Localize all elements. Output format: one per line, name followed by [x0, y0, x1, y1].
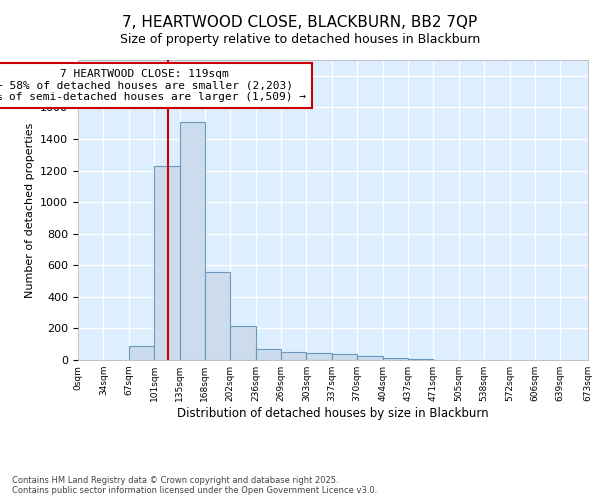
Text: Contains HM Land Registry data © Crown copyright and database right 2025.
Contai: Contains HM Land Registry data © Crown c… — [12, 476, 377, 495]
Bar — [281, 352, 307, 360]
Text: Size of property relative to detached houses in Blackburn: Size of property relative to detached ho… — [120, 32, 480, 46]
Bar — [179, 122, 205, 360]
Bar — [307, 353, 332, 360]
Bar — [357, 356, 383, 360]
Text: 7 HEARTWOOD CLOSE: 119sqm
← 58% of detached houses are smaller (2,203)
40% of se: 7 HEARTWOOD CLOSE: 119sqm ← 58% of detac… — [0, 69, 307, 102]
X-axis label: Distribution of detached houses by size in Blackburn: Distribution of detached houses by size … — [177, 407, 489, 420]
Bar — [205, 272, 230, 360]
Bar — [408, 359, 433, 360]
Bar — [230, 326, 256, 360]
Text: 7, HEARTWOOD CLOSE, BLACKBURN, BB2 7QP: 7, HEARTWOOD CLOSE, BLACKBURN, BB2 7QP — [122, 15, 478, 30]
Bar — [383, 358, 408, 360]
Bar — [154, 166, 179, 360]
Bar — [332, 354, 357, 360]
Y-axis label: Number of detached properties: Number of detached properties — [25, 122, 35, 298]
Bar — [129, 346, 154, 360]
Bar — [256, 349, 281, 360]
